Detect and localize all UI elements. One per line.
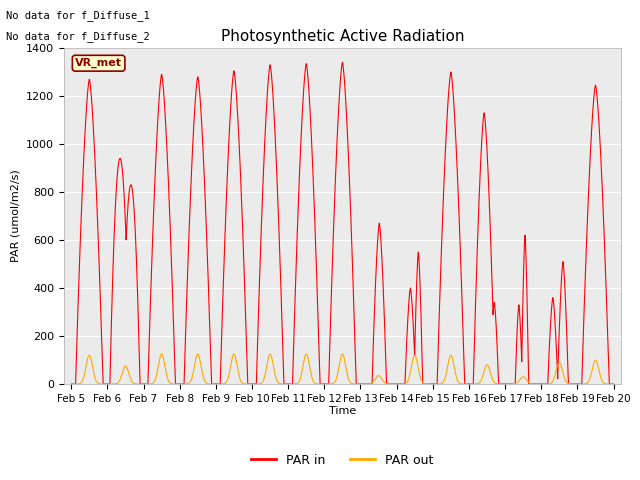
Title: Photosynthetic Active Radiation: Photosynthetic Active Radiation [221,29,464,44]
Text: VR_met: VR_met [75,58,122,68]
Y-axis label: PAR (umol/m2/s): PAR (umol/m2/s) [11,169,20,263]
Legend: PAR in, PAR out: PAR in, PAR out [246,449,439,472]
Text: No data for f_Diffuse_2: No data for f_Diffuse_2 [6,31,150,42]
X-axis label: Time: Time [329,407,356,417]
Text: No data for f_Diffuse_1: No data for f_Diffuse_1 [6,10,150,21]
